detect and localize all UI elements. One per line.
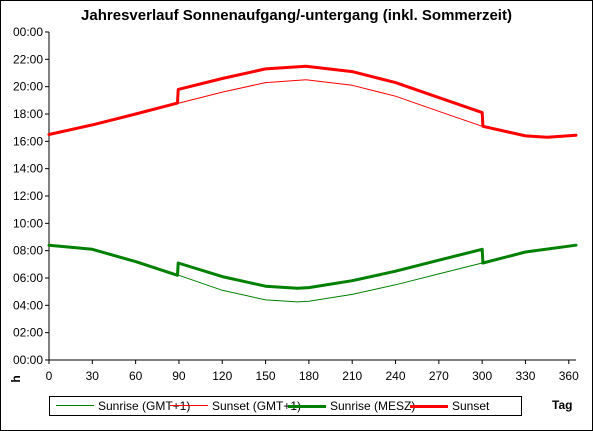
- legend-swatch: [170, 405, 208, 406]
- x-tick-label: 300: [472, 369, 492, 383]
- y-tick-label: 08:00: [13, 244, 43, 258]
- chart-title: Jahresverlauf Sonnenaufgang/-untergang (…: [81, 7, 512, 24]
- y-tick-label: 06:00: [13, 271, 43, 285]
- series-line-1: [48, 244, 577, 303]
- x-tick-label: 210: [342, 369, 362, 383]
- x-axis-unit-label: Tag: [552, 398, 573, 412]
- y-axis-unit-label: h: [9, 375, 23, 382]
- y-tick-label: 18:00: [13, 107, 43, 121]
- x-tick-label: 0: [46, 369, 53, 383]
- y-tick-label: 00:00: [13, 25, 43, 39]
- legend-swatch: [410, 405, 448, 408]
- y-tick-label: 10:00: [13, 216, 43, 230]
- legend-label: Sunrise (GMT+1): [98, 399, 191, 413]
- legend-label: Sunset (GMT+1): [212, 399, 302, 413]
- legend-swatch: [288, 405, 326, 408]
- y-tick-label: 20:00: [13, 80, 43, 94]
- x-tick-label: 120: [212, 369, 232, 383]
- legend: Sunrise (GMT+1) Sunset (GMT+1) Sunrise (ME…: [49, 396, 522, 416]
- axes: 00:00 02:00 04:00 06:00 08:00 10:00 12:00 14:00…: [9, 25, 579, 383]
- x-tick-label: 360: [559, 369, 579, 383]
- x-tick-label: 90: [172, 369, 186, 383]
- x-tick-label: 60: [129, 369, 143, 383]
- series-lines: [47, 64, 578, 303]
- x-tick-label: 30: [86, 369, 100, 383]
- y-tick-label: 12:00: [13, 189, 43, 203]
- y-tick-label: 04:00: [13, 298, 43, 312]
- x-tick-label: 330: [515, 369, 535, 383]
- x-tick-label: 180: [299, 369, 319, 383]
- y-tick-label: 02:00: [13, 326, 43, 340]
- series-line-3: [47, 243, 578, 290]
- legend-swatch: [56, 405, 94, 406]
- series-line-4: [47, 64, 578, 139]
- x-tick-label: 240: [386, 369, 406, 383]
- x-tick-label: 270: [429, 369, 449, 383]
- y-tick-label: 00:00: [13, 353, 43, 367]
- y-tick-label: 14:00: [13, 162, 43, 176]
- x-tick-label: 150: [256, 369, 276, 383]
- legend-label: Sunrise (MESZ): [330, 399, 416, 413]
- y-tick-label: 22:00: [13, 52, 43, 66]
- y-tick-label: 16:00: [13, 134, 43, 148]
- legend-label: Sunset: [452, 399, 490, 413]
